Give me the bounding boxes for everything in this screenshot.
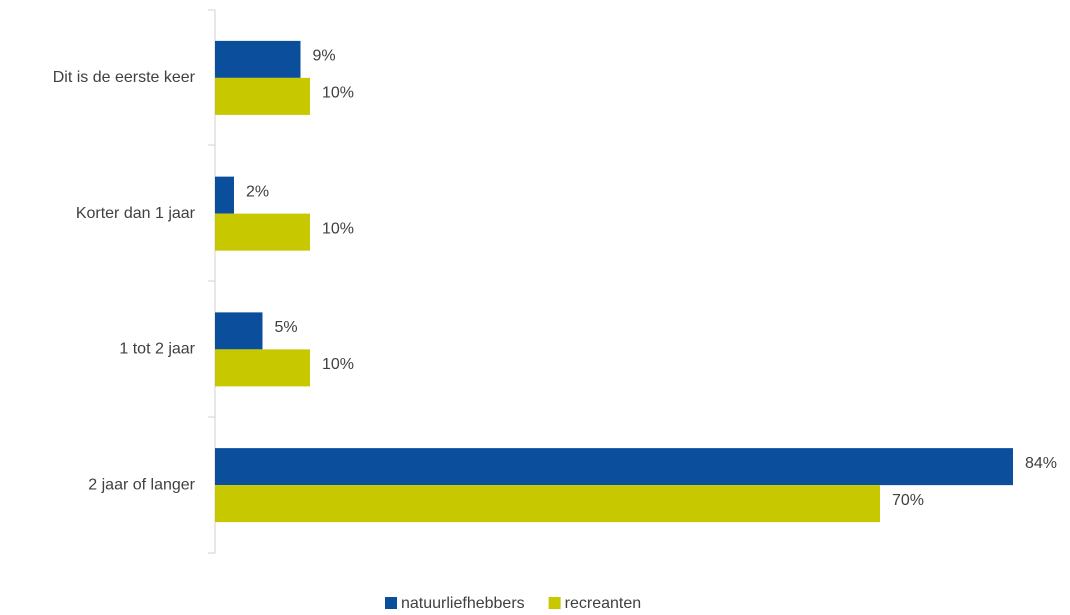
bar <box>215 40 301 78</box>
y-tick-label: 1 tot 2 jaar <box>119 341 195 358</box>
data-label: 5% <box>275 319 298 336</box>
bar <box>215 312 263 350</box>
bar <box>215 176 234 214</box>
bar <box>215 77 310 115</box>
legend-label: natuurliefhebbers <box>401 595 525 612</box>
data-label: 84% <box>1025 455 1057 472</box>
data-label: 10% <box>322 85 354 102</box>
data-label: 2% <box>246 183 269 200</box>
bar <box>215 448 1013 486</box>
data-label: 10% <box>322 220 354 237</box>
y-tick-label: 2 jaar of langer <box>88 476 195 493</box>
bar <box>215 213 310 251</box>
legend-swatch <box>385 597 397 609</box>
bar <box>215 349 310 387</box>
data-label: 10% <box>322 356 354 373</box>
legend-swatch <box>548 597 561 609</box>
legend-label: recreanten <box>565 595 642 612</box>
data-label: 70% <box>892 492 924 509</box>
y-tick-label: Korter dan 1 jaar <box>76 205 196 222</box>
data-label: 9% <box>313 48 336 65</box>
bar <box>215 485 880 523</box>
y-tick-label: Dit is de eerste keer <box>53 69 196 86</box>
